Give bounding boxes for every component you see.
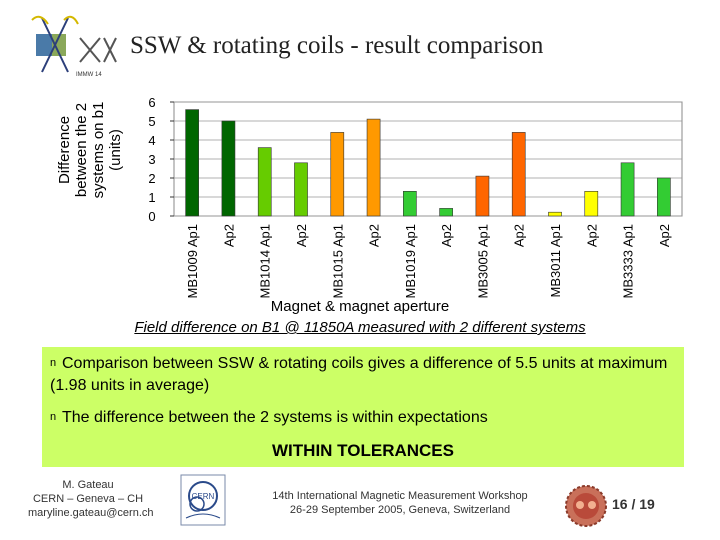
y-axis-label: Difference between the 2 systems on b1 (… [56, 101, 124, 199]
bar [511, 132, 526, 217]
author-email: maryline.gateau@cern.ch [28, 507, 154, 519]
x-tick-label: Ap2 [439, 224, 454, 247]
y-tick-label: 0 [148, 209, 155, 224]
bullet-1: n Comparison between SSW & rotating coils… [50, 352, 678, 397]
bullet-marker: n [50, 357, 57, 369]
bar [366, 118, 381, 217]
event-line-2: 26-29 September 2005, Geneva, Switzerlan… [289, 504, 511, 516]
x-tick-label: Ap2 [512, 224, 527, 247]
bar [548, 211, 562, 217]
summary-box: n Comparison between SSW & rotating coils… [42, 347, 684, 467]
y-tick-label: 3 [148, 152, 155, 167]
footer-event: 14th International Magnetic Measurement … [240, 489, 560, 517]
x-tick-label: Ap2 [221, 224, 236, 247]
bar [330, 132, 345, 217]
workshop-logo: IMMW 14 [31, 15, 117, 78]
y-tick-label: 4 [148, 133, 155, 148]
cern-logo-text: CERN [192, 492, 215, 501]
slide-title: SSW & rotating coils - result comparison [130, 32, 544, 59]
x-tick-label: MB1015 Ap1 [330, 224, 345, 298]
bar [439, 208, 453, 217]
bar [294, 162, 308, 217]
bar [657, 177, 671, 217]
bar [620, 162, 635, 217]
x-tick-label: Ap2 [367, 224, 382, 247]
x-tick-label: Ap2 [584, 224, 599, 247]
x-tick-label: MB3011 Ap1 [548, 224, 563, 297]
workshop-seal-icon [565, 485, 607, 527]
x-tick-label: MB1014 Ap1 [258, 224, 273, 298]
y-tick-label: 2 [148, 171, 155, 186]
conclusion-text: WITHIN TOLERANCES [272, 441, 454, 460]
chart-subtitle: Field difference on B1 @ 11850A measured… [134, 319, 586, 336]
footer-author: M. Gateau CERN – Geneva – CH maryline.ga… [28, 478, 154, 520]
page-current: 16 [612, 496, 628, 512]
y-axis-label-box: Difference between the 2 systems on b1 (… [48, 88, 132, 212]
page-total: 19 [639, 496, 655, 512]
bar [257, 147, 272, 217]
page-number: 16 / 19 [612, 496, 655, 512]
x-tick-label: MB3005 Ap1 [475, 224, 490, 298]
cern-logo: CERN [180, 474, 226, 526]
bullet-1-text: Comparison between SSW & rotating coils … [50, 355, 668, 394]
author-name: M. Gateau [62, 479, 114, 491]
bar [185, 109, 199, 217]
x-tick-label: MB1019 Ap1 [403, 224, 418, 298]
page-separator: / [627, 496, 640, 512]
author-org: CERN – Geneva – CH [32, 493, 144, 505]
bar [403, 191, 417, 217]
event-line-1: 14th International Magnetic Measurement … [272, 490, 528, 502]
bar-chart: 0 1 2 3 4 5 6 MB1009 Ap1 Ap2 MB1014 Ap1 Ap2 MB1015 … [148, 95, 683, 298]
bullet-2-text: The difference between the 2 systems is … [62, 409, 488, 426]
y-tick-label: 6 [148, 95, 155, 110]
x-axis-label: Magnet & magnet aperture [270, 298, 450, 315]
x-tick-label: MB1009 Ap1 [185, 224, 200, 298]
y-tick-label: 1 [148, 190, 155, 205]
bullet-marker: n [50, 411, 57, 423]
x-tick-label: MB3333 Ap1 [621, 224, 636, 298]
x-tick-label: Ap2 [657, 224, 672, 247]
bar [475, 175, 490, 217]
y-tick-label: 5 [148, 114, 155, 129]
logo-text: IMMW 14 [76, 72, 102, 78]
bar [221, 120, 236, 217]
x-tick-label: Ap2 [294, 224, 309, 247]
bullet-2: n The difference between the 2 systems is… [50, 406, 488, 429]
bar [584, 191, 599, 217]
